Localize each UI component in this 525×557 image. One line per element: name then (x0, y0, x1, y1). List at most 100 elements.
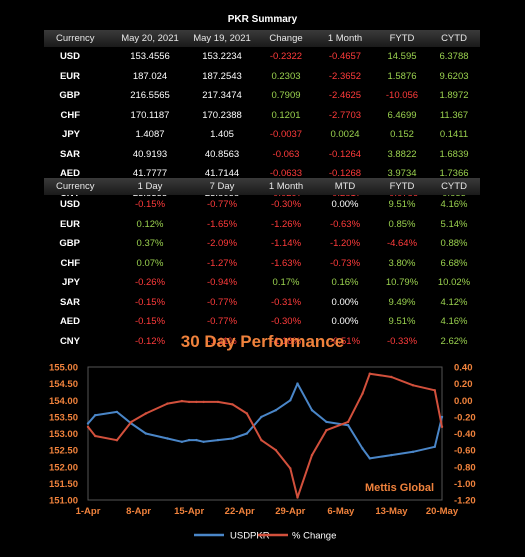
table-cell: 4.16% (440, 199, 468, 211)
currency-code: JPY (62, 129, 80, 141)
table-cell: -1.27% (206, 257, 238, 269)
summary-title: PKR Summary (227, 14, 298, 25)
left-axis-tick-label: 155.00 (49, 363, 78, 374)
column-header: 1 Month (314, 30, 376, 47)
table-cell: 0.17% (272, 277, 300, 289)
data-point (180, 440, 184, 443)
data-point (166, 402, 169, 405)
currency-code: CNY (59, 335, 80, 347)
table-cell: -2.09% (206, 238, 238, 250)
data-point (195, 400, 198, 404)
table-cell: 0.00% (331, 296, 359, 308)
currency-code: SAR (59, 148, 80, 160)
left-axis-tick-label: 151.00 (49, 496, 78, 507)
table-cell: 0.1411 (439, 129, 469, 141)
x-axis-tick-label: 13-May (375, 506, 408, 517)
table-cell: -1.65% (206, 218, 238, 230)
data-point (216, 400, 220, 404)
data-point (440, 425, 444, 429)
table-cell: 41.7144 (204, 168, 240, 180)
table-cell: 6.3788 (439, 51, 469, 63)
table-row: SAR 40.9193 40.8563 -0.063 -0.1264 3.8822 1.68… (44, 145, 480, 165)
table-cell: -0.15% (134, 316, 166, 328)
table-cell: -1.18% (270, 335, 302, 347)
data-point (195, 438, 198, 442)
currency-code: AED (59, 316, 80, 328)
table-cell: 0.12% (136, 218, 164, 230)
table-cell: -1.26% (270, 218, 302, 230)
data-point (289, 399, 292, 402)
data-point (130, 420, 133, 424)
data-point (115, 439, 119, 442)
table-cell: 0.37% (136, 238, 164, 250)
data-point (144, 432, 147, 435)
table-cell: 10.79% (385, 277, 419, 289)
table-row: GBP 216.5565 217.3474 0.7909 -2.4625 -10.056 1… (44, 86, 480, 106)
x-axis-tick-label: 6-May (327, 506, 355, 517)
table-row: USD -0.15% -0.77% -0.30% 0.00% 9.51% 4.16% (44, 195, 480, 215)
right-axis-tick-label: -0.80 (454, 462, 476, 473)
table-cell: 9.51% (388, 316, 416, 328)
data-point (368, 457, 371, 460)
table-cell: -10.056 (385, 90, 419, 102)
table-cell: 0.88% (440, 238, 468, 250)
table-row: AED -0.15% -0.77% -0.30% 0.00% 9.51% 4.16% (44, 312, 480, 332)
data-point (325, 429, 328, 432)
data-point (296, 382, 299, 385)
table-cell: -0.0037 (269, 129, 303, 141)
table-cell: -2.7703 (328, 109, 362, 121)
data-point (296, 496, 299, 499)
column-header: 1 Day (114, 178, 186, 195)
table-cell: 41.7777 (132, 168, 168, 180)
data-point (361, 447, 364, 450)
table-row: JPY -0.26% -0.94% 0.17% 0.16% 10.79% 10.02% (44, 273, 480, 293)
data-point (440, 415, 444, 419)
table-cell: -0.31% (270, 296, 302, 308)
table-cell: -0.15% (134, 296, 166, 308)
currency-code: AED (59, 168, 80, 180)
left-axis-tick-label: 153.00 (49, 429, 78, 440)
table-cell: -0.77% (206, 199, 238, 211)
table-cell: -0.51% (329, 335, 361, 347)
table-cell: 170.1187 (130, 109, 170, 121)
right-axis-tick-label: -0.40 (454, 429, 476, 440)
x-axis-tick-label: 29-Apr (275, 506, 305, 517)
table-cell: 14.595 (387, 51, 417, 63)
data-point (144, 412, 147, 415)
table-row: GBP 0.37% -2.09% -1.14% -1.20% -4.64% 0.88% (44, 234, 480, 254)
table-cell: 0.152 (390, 129, 414, 141)
table-cell: 3.9734 (387, 168, 417, 180)
data-point (368, 372, 371, 375)
data-point (433, 389, 436, 392)
table-cell: -0.73% (329, 257, 361, 269)
plot-frame (87, 366, 443, 501)
table-cell: 0.16% (331, 277, 359, 289)
x-axis-tick-label: 8-Apr (126, 506, 151, 517)
column-header: May 19, 2021 (186, 30, 258, 47)
left-axis-tick-label: 153.50 (49, 412, 78, 423)
column-header: MTD (314, 178, 376, 195)
series-line-usdpkr (87, 382, 443, 460)
table-cell: 216.5565 (130, 90, 170, 102)
table-cell: 0.0024 (330, 129, 360, 141)
table-cell: 9.6203 (439, 70, 469, 82)
table-cell: 40.9193 (132, 148, 168, 160)
table-cell: -0.4657 (328, 51, 362, 63)
table-cell: 170.2388 (202, 109, 242, 121)
data-point (433, 445, 436, 448)
table-row: CHF 0.07% -1.27% -1.63% -0.73% 3.80% 6.68% (44, 254, 480, 274)
column-header: 1 Month (258, 178, 314, 195)
legend-label-pct-change: % Change (292, 531, 336, 542)
left-axis-tick-label: 151.50 (49, 479, 78, 490)
table-cell: 0.1201 (271, 109, 301, 121)
table-row: CHF 170.1187 170.2388 0.1201 -2.7703 6.4699 11… (44, 106, 480, 126)
data-point (216, 438, 220, 442)
table-cell: -0.33% (386, 335, 418, 347)
currency-code: USD (59, 199, 80, 211)
data-point (245, 432, 249, 435)
table-cell: -0.30% (270, 316, 302, 328)
data-point (260, 415, 263, 419)
data-point (166, 437, 169, 440)
table-cell: -0.2322 (269, 51, 303, 63)
table-cell: 4.16% (440, 316, 468, 328)
